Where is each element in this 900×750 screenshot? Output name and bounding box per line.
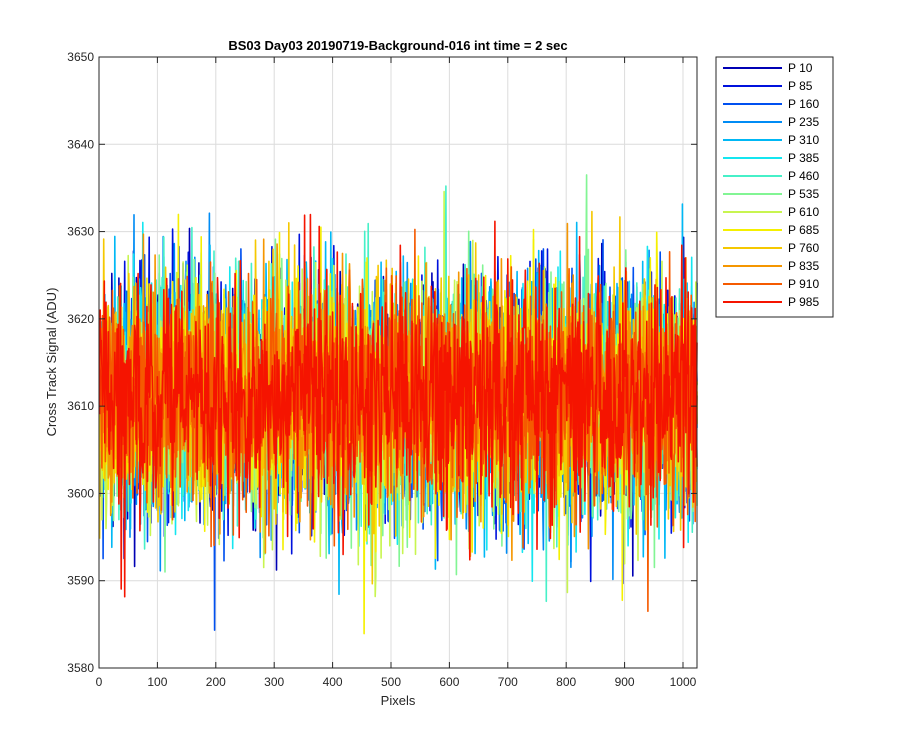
legend-label-p-10: P 10 [788,61,813,75]
legend-label-p-310: P 310 [788,133,819,147]
y-tick-label: 3620 [67,312,94,326]
legend-label-p-385: P 385 [788,151,819,165]
x-tick-label: 600 [439,675,459,689]
y-tick-label: 3580 [67,661,94,675]
x-tick-label: 900 [615,675,635,689]
legend-label-p-835: P 835 [788,259,819,273]
x-tick-label: 1000 [670,675,697,689]
legend-label-p-910: P 910 [788,277,819,291]
axes-box [98,56,698,669]
legend-label-p-685: P 685 [788,223,819,237]
x-tick-label: 800 [556,675,576,689]
x-tick-label: 0 [96,675,103,689]
legend-label-p-535: P 535 [788,187,819,201]
x-tick-label: 500 [381,675,401,689]
legend-label-p-460: P 460 [788,169,819,183]
y-tick-label: 3650 [67,50,94,64]
x-tick-label: 400 [323,675,343,689]
legend-label-p-760: P 760 [788,241,819,255]
plot-area: 0 100 200 300 400 500 600 700 800 900 1000 3580 3590… [67,50,698,689]
y-tick-label: 3630 [67,225,94,239]
y-axis-title: Cross Track Signal (ADU) [44,288,59,437]
x-axis-title: Pixels [381,693,416,708]
legend: P 10 P 85 P 160 P 235 P 310 P 385 P 460 P 535 P … [715,56,834,318]
x-tick-label: 200 [206,675,226,689]
x-tick-label: 300 [264,675,284,689]
x-tick-label: 100 [147,675,167,689]
chart-title: BS03 Day03 20190719-Background-016 int t… [228,38,567,53]
legend-label-p-610: P 610 [788,205,819,219]
y-tick-label: 3600 [67,486,94,500]
legend-label-p-985: P 985 [788,295,819,309]
legend-box [715,56,834,318]
y-tick-label: 3610 [67,399,94,413]
x-tick-label: 700 [498,675,518,689]
y-tick-label: 3590 [67,574,94,588]
y-tick-label: 3640 [67,137,94,151]
legend-label-p-235: P 235 [788,115,819,129]
legend-label-p-160: P 160 [788,97,819,111]
series-line-p-985 [98,213,698,598]
legend-label-p-85: P 85 [788,79,813,93]
